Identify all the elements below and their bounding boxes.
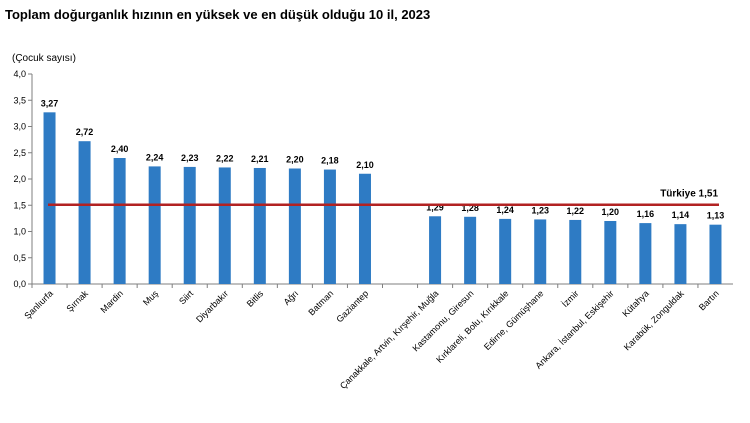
reference-line-label: Türkiye 1,51: [660, 189, 718, 200]
bar: [148, 166, 161, 284]
y-tick-label: 0,5: [13, 253, 26, 263]
data-label: 2,72: [76, 127, 94, 137]
data-label: 1,24: [496, 205, 514, 215]
category-label: Batman: [306, 288, 335, 317]
category-label: Karabük, Zonguldak: [622, 288, 686, 352]
category-label: İzmir: [560, 288, 581, 309]
data-label: 1,20: [602, 207, 620, 217]
chart-title: Toplam doğurganlık hızının en yüksek ve …: [5, 7, 431, 22]
y-tick-label: 3,5: [13, 95, 26, 105]
data-label: 2,24: [146, 152, 164, 162]
data-label: 1,23: [531, 205, 549, 215]
category-label: Şanlıurfa: [22, 288, 55, 321]
bar: [464, 216, 477, 284]
bar: [323, 169, 336, 284]
y-tick-label: 1,5: [13, 200, 26, 210]
data-label: 2,10: [356, 160, 374, 170]
data-label: 3,27: [41, 98, 59, 108]
data-labels: 3,27 2,72 2,40 2,24 2,23 2,22 2,21 2,20 2,18 2,10…: [41, 98, 724, 220]
bar: [78, 141, 91, 284]
bar: [429, 216, 442, 284]
bar: [253, 167, 266, 284]
category-label: Kastamonu, Giresun: [410, 288, 475, 353]
data-label: 2,40: [111, 144, 129, 154]
category-label: Edirne, Gümüşhane: [482, 288, 546, 352]
y-tick-label: 3,0: [13, 122, 26, 132]
data-label: 1,14: [672, 210, 690, 220]
y-tick-label: 1,0: [13, 227, 26, 237]
category-label: Siirt: [177, 288, 195, 306]
bar: [43, 112, 56, 284]
bar: [604, 221, 617, 284]
category-label: Diyarbakır: [194, 288, 230, 324]
bar: [709, 224, 722, 284]
bar: [358, 173, 371, 284]
bar: [218, 167, 231, 284]
bar: [569, 219, 582, 284]
category-label: Ağrı: [282, 288, 301, 307]
category-label: Muş: [141, 288, 160, 307]
bar: [534, 219, 547, 284]
bar: [499, 218, 512, 284]
bar: [183, 166, 196, 284]
data-label: 2,18: [321, 156, 339, 166]
data-label: 2,22: [216, 153, 234, 163]
data-label: 1,16: [637, 209, 655, 219]
data-label: 1,22: [567, 206, 585, 216]
category-label: Bitlis: [245, 288, 266, 309]
category-label: Mardin: [99, 288, 126, 315]
reference-line-group: Türkiye 1,51: [48, 189, 719, 206]
data-label: 2,23: [181, 153, 199, 163]
data-label: 2,21: [251, 154, 269, 164]
category-label: Bartın: [697, 288, 721, 312]
category-label: Şırnak: [65, 288, 91, 314]
bar: [288, 168, 301, 284]
y-tick-label: 2,0: [13, 174, 26, 184]
data-label: 1,13: [707, 211, 725, 221]
bar: [113, 158, 126, 284]
category-label: Gaziantep: [334, 288, 370, 324]
bar: [674, 224, 687, 284]
y-axis-unit-label: (Çocuk sayısı): [12, 53, 76, 64]
data-label: 1,29: [426, 202, 444, 212]
data-label: 1,28: [461, 203, 479, 213]
bars: [31, 112, 722, 288]
y-tick-label: 2,5: [13, 148, 26, 158]
data-label: 2,20: [286, 155, 304, 165]
bar: [639, 223, 652, 284]
category-label: Kütahya: [620, 288, 650, 318]
y-tick-label: 4,0: [13, 69, 26, 79]
y-tick-label: 0,0: [13, 279, 26, 289]
